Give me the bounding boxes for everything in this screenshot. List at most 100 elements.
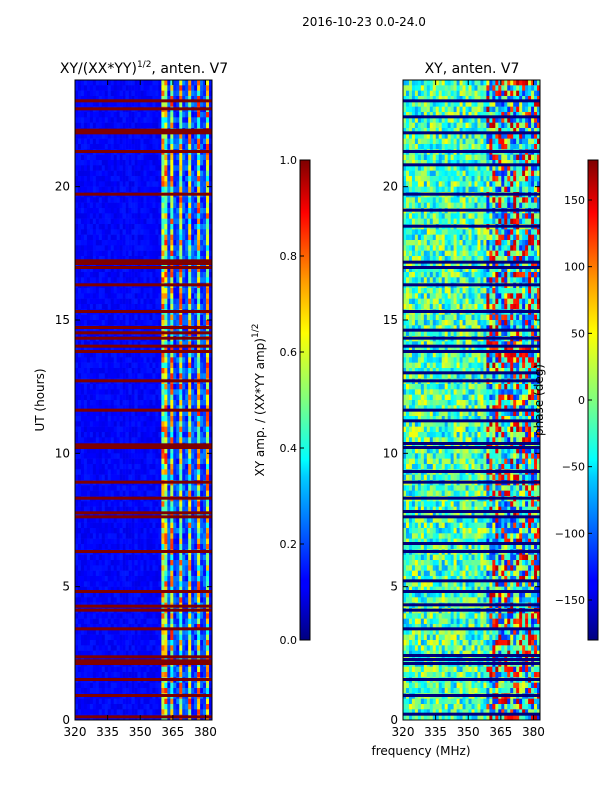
heatmap-cell: [131, 464, 135, 470]
heatmap-cell: [86, 618, 91, 625]
heatmap-cell: [140, 453, 144, 459]
heatmap-cell: [101, 90, 106, 97]
heatmap-cell: [122, 448, 126, 454]
heatmap-cell: [173, 453, 177, 459]
heatmap-cell: [170, 213, 174, 219]
heatmap-cell: [77, 186, 82, 193]
heatmap-cell: [137, 165, 141, 171]
heatmap-cell: [140, 586, 144, 593]
heatmap-cell: [77, 80, 82, 86]
heatmap-cell: [170, 597, 174, 603]
heatmap-cell: [110, 416, 115, 422]
heatmap-cell: [179, 85, 183, 91]
heatmap-cell: [140, 437, 144, 443]
heatmap-cell: [125, 165, 129, 171]
heatmap-cell: [194, 277, 198, 283]
heatmap-cell: [173, 469, 177, 475]
heatmap-cell: [101, 352, 106, 358]
heatmap-cell: [116, 618, 120, 625]
heatmap-cell: [77, 453, 82, 459]
heatmap-cell: [125, 298, 129, 305]
heatmap-cell: [164, 266, 168, 273]
heatmap-cell: [116, 208, 120, 214]
heatmap-cell: [167, 320, 171, 326]
heatmap-cell: [140, 277, 144, 283]
heatmap-cell: [119, 437, 123, 443]
heatmap-cell: [140, 165, 144, 171]
heatmap-cell: [206, 517, 210, 523]
heatmap-cell: [188, 554, 192, 561]
heatmap-cell: [188, 96, 192, 102]
heatmap-cell: [104, 485, 109, 491]
heatmap-cell: [173, 314, 177, 321]
heatmap-cell: [149, 133, 153, 139]
heatmap-cell: [206, 522, 210, 529]
heatmap-cell: [203, 634, 207, 641]
heatmap-cell: [146, 357, 150, 363]
heatmap-cell: [176, 117, 180, 123]
heatmap-cell: [173, 389, 177, 395]
heatmap-cell: [149, 357, 153, 363]
heatmap-cell: [176, 154, 180, 161]
heatmap-cell: [104, 533, 109, 539]
heatmap-cell: [173, 448, 177, 454]
heatmap-cell: [167, 645, 171, 651]
heatmap-cell: [107, 522, 112, 529]
heatmap-cell: [149, 490, 153, 497]
heatmap-cell: [155, 208, 159, 214]
heatmap-cell: [182, 352, 186, 358]
heatmap-cell: [86, 154, 91, 161]
heatmap-cell: [164, 384, 168, 390]
heatmap-cell: [209, 96, 212, 102]
heatmap-cell: [92, 565, 97, 571]
heatmap-cell: [137, 245, 141, 251]
heatmap-cell: [107, 458, 112, 465]
heatmap-cell: [104, 581, 109, 587]
heatmap-cell: [113, 250, 117, 257]
heatmap-cell: [122, 122, 126, 129]
heatmap-cell: [164, 464, 168, 470]
heatmap-cell: [131, 357, 135, 363]
heatmap-cell: [75, 389, 79, 395]
heatmap-cell: [89, 634, 94, 641]
heatmap-cell: [107, 314, 112, 321]
heatmap-cell: [75, 634, 79, 641]
heatmap-cell: [185, 597, 189, 603]
heatmap-cell: [158, 346, 162, 353]
heatmap-cell: [206, 218, 210, 225]
heatmap-cell: [200, 357, 204, 363]
heatmap-cell: [209, 400, 212, 406]
heatmap-cell: [149, 85, 153, 91]
heatmap-cell: [95, 288, 100, 294]
heatmap-cell: [155, 154, 159, 161]
heatmap-cell: [137, 464, 141, 470]
heatmap-cell: [110, 346, 115, 353]
heatmap-cell: [167, 266, 171, 273]
heatmap-cell: [164, 618, 168, 625]
heatmap-cell: [113, 629, 117, 635]
heatmap-cell: [122, 266, 126, 273]
heatmap-cell: [185, 384, 189, 390]
heatmap-cell: [197, 512, 201, 518]
heatmap-cell: [110, 389, 115, 395]
heatmap-cell: [92, 320, 97, 326]
heatmap-cell: [113, 362, 117, 369]
heatmap-cell: [206, 240, 210, 246]
heatmap-cell: [110, 218, 115, 225]
heatmap-cell: [173, 101, 177, 107]
heatmap-cell: [194, 629, 198, 635]
heatmap-cell: [122, 544, 126, 550]
heatmap-cell: [173, 112, 177, 118]
heatmap-cell: [170, 544, 174, 550]
heatmap-cell: [134, 528, 138, 534]
heatmap-cell: [110, 384, 115, 390]
heatmap-cell: [113, 229, 117, 235]
heatmap-cell: [77, 437, 82, 443]
heatmap-cell: [182, 229, 186, 235]
heatmap-cell: [92, 133, 97, 139]
heatmap-cell: [128, 101, 132, 107]
heatmap-cell: [107, 400, 112, 406]
heatmap-cell: [152, 250, 156, 257]
heatmap-cell: [176, 293, 180, 299]
heatmap-cell: [152, 304, 156, 310]
